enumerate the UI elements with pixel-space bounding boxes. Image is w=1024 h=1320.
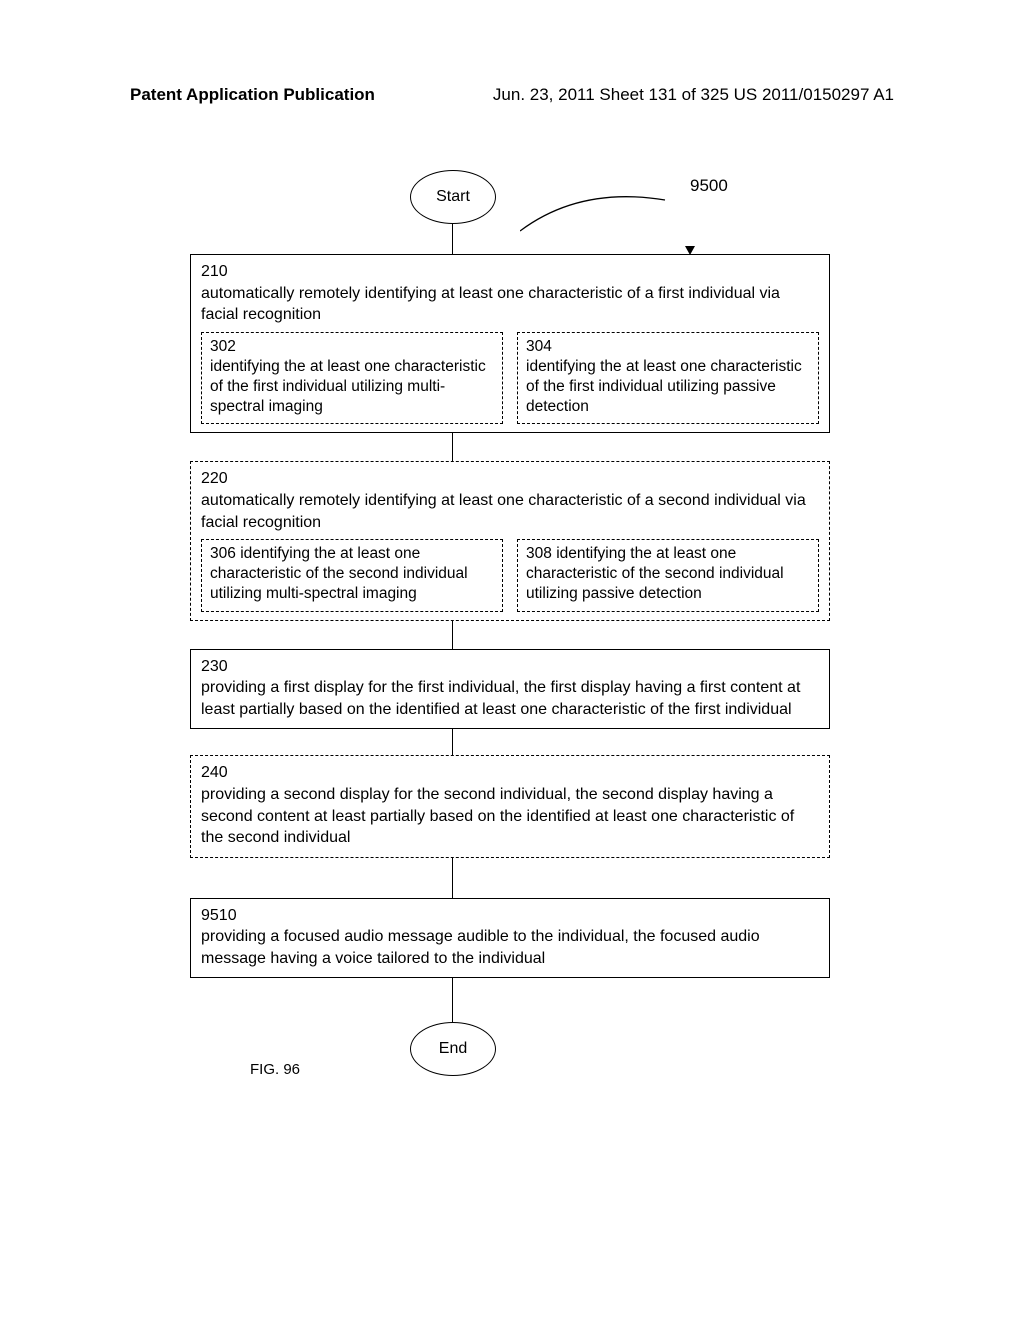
connector: [452, 433, 453, 461]
step-240: 240 providing a second display for the s…: [190, 755, 830, 857]
step-num: 210: [201, 261, 819, 283]
header-left: Patent Application Publication: [130, 85, 375, 105]
sub-num: 308: [526, 545, 552, 562]
step-num: 220: [201, 468, 819, 490]
sub-row: 306 identifying the at least one charact…: [201, 539, 819, 611]
step-230: 230 providing a first display for the fi…: [190, 649, 830, 730]
sub-text: identifying the at least one characteris…: [526, 545, 784, 602]
step-num: 240: [201, 762, 819, 784]
step-num: 9510: [201, 905, 819, 927]
start-terminator: Start: [410, 170, 496, 224]
figure-label: FIG. 96: [250, 1061, 300, 1078]
step-num: 230: [201, 656, 819, 678]
sub-302: 302 identifying the at least one charact…: [201, 332, 503, 425]
connector: [452, 729, 453, 755]
sub-306: 306 identifying the at least one charact…: [201, 539, 503, 611]
step-210: 210 automatically remotely identifying a…: [190, 254, 830, 433]
step-text: providing a second display for the secon…: [201, 786, 794, 846]
flowchart: Start 9500 210 automatically remotely id…: [190, 170, 830, 1076]
sub-num: 306: [210, 545, 236, 562]
step-220: 220 automatically remotely identifying a…: [190, 461, 830, 620]
header-right: Jun. 23, 2011 Sheet 131 of 325 US 2011/0…: [493, 85, 894, 105]
step-text: automatically remotely identifying at le…: [201, 492, 806, 531]
sub-num: 304: [526, 338, 552, 355]
sub-text: identifying the at least one characteris…: [210, 545, 468, 602]
connector: [452, 978, 453, 1022]
connector: [452, 224, 453, 254]
sub-304: 304 identifying the at least one charact…: [517, 332, 819, 425]
sub-text: identifying the at least one characteris…: [526, 358, 802, 415]
ref-number: 9500: [690, 176, 728, 196]
sub-text: identifying the at least one characteris…: [210, 358, 486, 415]
sub-308: 308 identifying the at least one charact…: [517, 539, 819, 611]
step-text: automatically remotely identifying at le…: [201, 285, 780, 324]
step-9510: 9510 providing a focused audio message a…: [190, 898, 830, 979]
sub-num: 302: [210, 338, 236, 355]
end-label: End: [439, 1040, 467, 1058]
step-text: providing a focused audio message audibl…: [201, 928, 760, 967]
end-terminator: End: [410, 1022, 496, 1076]
start-label: Start: [436, 188, 470, 206]
step-text: providing a first display for the first …: [201, 679, 800, 718]
page-header: Patent Application Publication Jun. 23, …: [0, 85, 1024, 105]
sub-row: 302 identifying the at least one charact…: [201, 332, 819, 425]
connector: [452, 621, 453, 649]
connector: [452, 858, 453, 898]
